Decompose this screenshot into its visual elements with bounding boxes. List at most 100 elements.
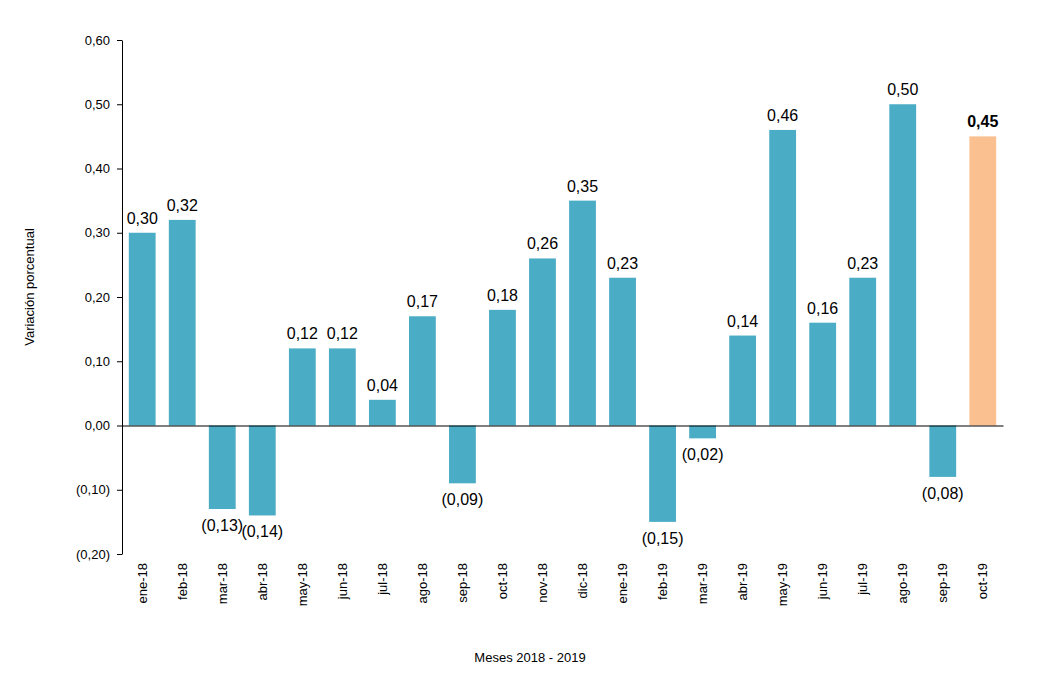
data-label: (0,14): [241, 523, 283, 540]
bar: [809, 323, 836, 426]
y-tick-label: 0,30: [85, 225, 110, 240]
x-tick: sep-19: [935, 426, 950, 603]
x-axis: ene-18 feb-18 mar-18 abr-18 may-18 jun-18 jul-…: [123, 426, 1004, 607]
bar: [529, 258, 556, 425]
y-tick-mark: [117, 104, 122, 105]
x-tick-label: ene-19: [615, 563, 630, 603]
x-tick: may-18: [295, 426, 310, 607]
x-tick: mar-18: [215, 426, 230, 605]
y-tick-label: 0,00: [85, 418, 110, 433]
y-tick-mark: [117, 297, 122, 298]
y-tick: 0,30: [85, 225, 122, 240]
y-tick-mark: [117, 169, 122, 170]
x-tick: jun-19: [815, 426, 830, 601]
x-tick: jul-18: [375, 426, 390, 596]
data-label: 0,32: [167, 197, 198, 214]
data-label: (0,08): [922, 485, 964, 502]
data-label: 0,23: [607, 255, 638, 272]
x-tick: ago-18: [415, 426, 430, 604]
x-tick-label: mar-19: [695, 563, 710, 604]
x-tick-label: jun-19: [815, 563, 830, 600]
x-tick-label: may-18: [295, 563, 310, 606]
data-label: (0,09): [442, 491, 484, 508]
x-tick: ago-19: [895, 426, 910, 604]
x-tick: dic-18: [575, 426, 590, 599]
bar: [169, 220, 196, 426]
chart: (0,20) (0,10) 0,00 0,10 0,20 0,30 0,40 0,50 0,60…: [0, 0, 1037, 683]
y-tick: 0,50: [85, 97, 122, 112]
bar: [249, 426, 276, 516]
x-tick-label: sep-19: [935, 563, 950, 603]
bar: [409, 316, 436, 425]
y-tick-mark: [117, 233, 122, 234]
y-tick-label: 0,20: [85, 290, 110, 305]
data-label: 0,04: [367, 377, 398, 394]
y-tick-label: 0,50: [85, 97, 110, 112]
bar: [129, 233, 156, 426]
bar: [289, 348, 316, 425]
y-tick-mark: [117, 40, 122, 41]
bars: [129, 104, 996, 522]
bar: [329, 348, 356, 425]
x-tick: sep-18: [455, 426, 470, 603]
x-tick: abr-19: [735, 426, 750, 601]
x-tick-label: nov-18: [535, 563, 550, 603]
data-label: 0,23: [847, 255, 878, 272]
x-tick: feb-18: [175, 426, 190, 600]
x-tick: nov-18: [535, 426, 550, 603]
x-tick-label: jul-18: [375, 563, 390, 596]
data-label: 0,35: [567, 178, 598, 195]
bar: [729, 336, 756, 426]
bar: [209, 426, 236, 510]
bar: [929, 426, 956, 477]
data-labels: 0,30 0,32 (0,13)(0,14) 0,12 0,12 0,04 0,17 (0,0…: [127, 81, 999, 547]
data-label: 0,17: [407, 293, 438, 310]
x-tick: abr-18: [255, 426, 270, 601]
data-label: 0,12: [327, 325, 358, 342]
y-tick-label: 0,10: [85, 354, 110, 369]
data-label: (0,15): [642, 530, 684, 547]
data-label: (0,02): [682, 446, 724, 463]
y-axis: (0,20) (0,10) 0,00 0,10 0,20 0,30 0,40 0,50 0,60: [76, 33, 122, 562]
y-axis-title: Variación porcentual: [22, 228, 37, 346]
data-label: 0,16: [807, 300, 838, 317]
y-tick-label: (0,20): [76, 547, 110, 562]
data-label: 0,12: [287, 325, 318, 342]
x-tick: ene-19: [615, 426, 630, 604]
x-tick-label: sep-18: [455, 563, 470, 603]
y-tick: 0,60: [85, 33, 122, 48]
bar: [369, 400, 396, 426]
x-tick-label: ago-18: [415, 563, 430, 603]
data-label: 0,46: [767, 107, 798, 124]
y-tick: (0,20): [76, 547, 122, 562]
y-axis-line: [122, 41, 123, 555]
y-tick: 0,10: [85, 354, 122, 369]
bar: [969, 136, 996, 425]
data-label: 0,14: [727, 313, 758, 330]
x-tick-label: ene-18: [135, 563, 150, 603]
x-tick: jun-18: [335, 426, 350, 601]
y-tick-mark: [117, 554, 122, 555]
y-tick-mark: [117, 361, 122, 362]
bar: [609, 278, 636, 426]
zero-line: [123, 426, 1004, 427]
x-tick-label: jul-19: [855, 563, 870, 596]
x-tick-label: abr-18: [255, 563, 270, 601]
data-label: 0,50: [887, 81, 918, 98]
y-tick-label: (0,10): [76, 482, 110, 497]
y-tick-label: 0,60: [85, 33, 110, 48]
y-tick: 0,40: [85, 161, 122, 176]
bar: [449, 426, 476, 484]
data-label: 0,45: [967, 113, 998, 130]
x-tick-label: abr-19: [735, 563, 750, 601]
x-tick-label: oct-19: [975, 563, 990, 599]
y-tick: 0,00: [85, 418, 122, 433]
bar: [849, 278, 876, 426]
x-axis-title: Meses 2018 - 2019: [474, 650, 585, 665]
y-tick: (0,10): [76, 482, 122, 497]
data-label: (0,13): [201, 517, 243, 534]
data-label: 0,26: [527, 235, 558, 252]
data-label: 0,30: [127, 210, 158, 227]
y-tick-label: 0,40: [85, 161, 110, 176]
x-tick-label: feb-18: [175, 563, 190, 600]
